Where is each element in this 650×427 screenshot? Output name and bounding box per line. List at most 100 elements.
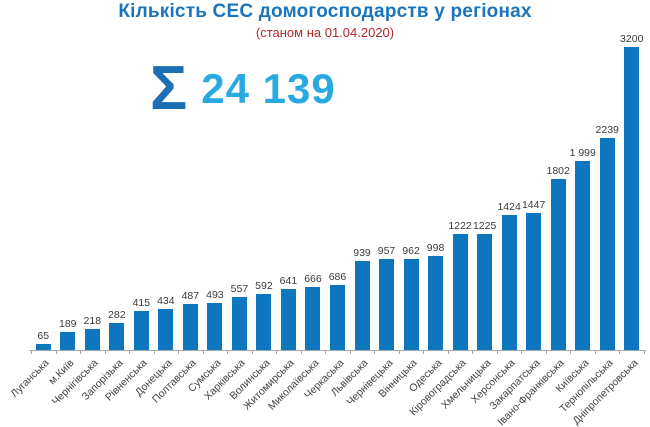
category-label: Кіровоградська bbox=[407, 357, 469, 419]
bar-column: 957 bbox=[374, 245, 399, 350]
bar bbox=[109, 323, 125, 350]
bar bbox=[575, 161, 591, 350]
bar bbox=[280, 289, 296, 350]
category-label: Вінницька bbox=[376, 357, 420, 401]
category-label: Житомирська bbox=[241, 357, 297, 413]
axis-tick bbox=[153, 351, 155, 354]
category-label: Рівненська bbox=[103, 357, 150, 404]
axis-tick bbox=[398, 351, 400, 354]
bar-column: 1222 bbox=[448, 220, 473, 350]
bar-column: 3200 bbox=[619, 33, 644, 350]
bar bbox=[599, 138, 615, 350]
bar-value-label: 1 999 bbox=[569, 147, 596, 159]
bar bbox=[207, 303, 223, 350]
bar-column: 1802 bbox=[546, 165, 571, 350]
bar-column: 1225 bbox=[472, 220, 497, 350]
category-label: Івано-Франківська bbox=[495, 357, 567, 427]
bar-value-label: 1222 bbox=[448, 220, 472, 232]
category-label: Тернопільська bbox=[557, 357, 616, 416]
bar-value-label: 957 bbox=[377, 245, 396, 257]
category-label: Чернігівська bbox=[50, 357, 101, 408]
axis-tick bbox=[276, 351, 278, 354]
bar bbox=[477, 234, 493, 350]
category-label: Миколаївська bbox=[265, 357, 322, 413]
category-label: Луганська bbox=[8, 357, 52, 401]
bar bbox=[624, 47, 640, 350]
bar-value-label: 1225 bbox=[472, 220, 497, 232]
bar-value-label: 65 bbox=[37, 330, 50, 342]
category-label: Дніпропетровська bbox=[570, 357, 641, 427]
category-label: Донецька bbox=[132, 357, 175, 399]
bar bbox=[35, 344, 51, 350]
bar bbox=[550, 179, 566, 350]
category-label: Львівська bbox=[328, 357, 371, 399]
axis-tick bbox=[129, 351, 131, 354]
bar-value-label: 666 bbox=[304, 273, 322, 285]
bar-value-label: 1424 bbox=[497, 201, 521, 213]
bar bbox=[403, 259, 419, 350]
bar-value-label: 282 bbox=[108, 309, 126, 321]
axis-tick bbox=[423, 351, 425, 354]
bar bbox=[329, 285, 345, 350]
chart-title: Кількість СЕС домогосподарств у регіонах bbox=[118, 1, 532, 22]
axis-tick bbox=[31, 351, 32, 354]
bar-column: 218 bbox=[80, 315, 105, 350]
bar bbox=[256, 294, 272, 350]
axis-tick bbox=[594, 351, 596, 354]
axis-tick bbox=[104, 351, 106, 354]
bar-value-label: 3200 bbox=[620, 33, 644, 45]
bar-value-label: 641 bbox=[279, 275, 298, 287]
bar bbox=[133, 311, 149, 350]
category-label: Київська bbox=[553, 357, 592, 396]
bar bbox=[305, 287, 321, 350]
axis-tick bbox=[619, 351, 621, 354]
bar-value-label: 415 bbox=[132, 297, 151, 309]
bar-column: 998 bbox=[423, 242, 448, 350]
bar-value-label: 962 bbox=[402, 245, 420, 257]
axis-tick bbox=[80, 351, 82, 354]
axis-tick bbox=[374, 351, 376, 354]
bar-column: 189 bbox=[56, 318, 81, 350]
category-label: Чернівецька bbox=[343, 357, 396, 409]
bar-value-label: 189 bbox=[59, 318, 77, 330]
category-label: Закарпатська bbox=[486, 357, 543, 413]
category-label: Полтавська bbox=[150, 357, 199, 406]
bar-column: 939 bbox=[350, 247, 375, 350]
bar-column: 686 bbox=[325, 271, 350, 350]
bar bbox=[501, 215, 517, 350]
bar bbox=[452, 234, 468, 350]
bar-column: 557 bbox=[227, 283, 252, 350]
bar-column: 415 bbox=[129, 297, 154, 350]
category-label: Хмельницька bbox=[438, 357, 494, 412]
category-label: Черкаська bbox=[301, 357, 346, 402]
bar bbox=[354, 261, 370, 350]
axis-tick bbox=[644, 351, 645, 354]
bar-column: 434 bbox=[154, 295, 179, 350]
bar-column: 1447 bbox=[521, 199, 546, 350]
bar-value-label: 1802 bbox=[546, 165, 570, 177]
bar bbox=[428, 256, 444, 350]
bar-column: 487 bbox=[178, 290, 203, 350]
axis-tick bbox=[545, 351, 547, 354]
axis-tick bbox=[227, 351, 229, 354]
bar-value-label: 686 bbox=[328, 271, 347, 283]
total-summary: Σ 24 139 bbox=[150, 58, 336, 120]
axis-tick bbox=[202, 351, 204, 354]
category-label: Запорізька bbox=[79, 357, 126, 403]
bar-value-label: 557 bbox=[230, 283, 249, 295]
axis-tick bbox=[325, 351, 327, 354]
bar-column: 666 bbox=[301, 273, 326, 350]
bar-column: 592 bbox=[252, 280, 277, 350]
bar-value-label: 218 bbox=[83, 315, 102, 327]
plot-area: 65 189 218 282 415 434 487 493 557 592 641 666 686 93… bbox=[31, 33, 644, 350]
bar-value-label: 592 bbox=[255, 280, 273, 292]
bar bbox=[158, 309, 174, 350]
category-label: Херсонська bbox=[468, 357, 518, 406]
x-axis-line bbox=[29, 350, 646, 351]
axis-tick bbox=[570, 351, 572, 354]
bar-value-label: 434 bbox=[157, 295, 175, 307]
bar bbox=[182, 304, 198, 350]
bar-value-label: 487 bbox=[181, 290, 200, 302]
bar bbox=[379, 259, 395, 350]
